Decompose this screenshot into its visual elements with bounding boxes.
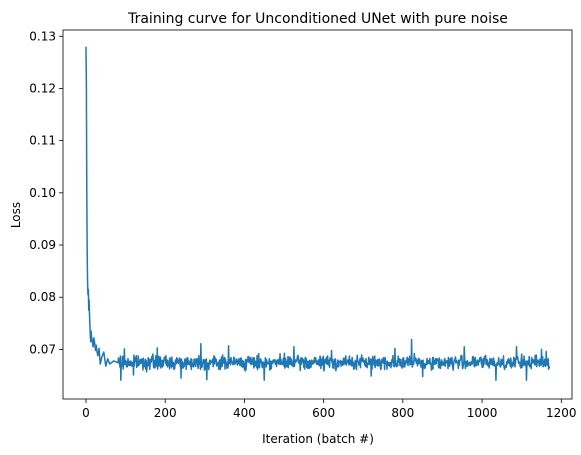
y-tick-label: 0.09: [29, 238, 56, 252]
x-tick-label: 600: [312, 406, 335, 420]
y-tick-label: 0.13: [29, 29, 56, 43]
x-tick-label: 200: [154, 406, 177, 420]
y-axis: 0.07 0.08 0.09 0.10 0.11 0.12 0.13: [29, 29, 63, 356]
x-tick-label: 1000: [467, 406, 498, 420]
plot-frame: [62, 29, 573, 400]
y-tick-label: 0.12: [29, 81, 56, 95]
x-tick-label: 800: [391, 406, 414, 420]
y-tick-label: 0.07: [29, 342, 56, 356]
y-tick-label: 0.08: [29, 290, 56, 304]
x-tick-label: 400: [233, 406, 256, 420]
chart-title: Training curve for Unconditioned UNet wi…: [127, 11, 508, 27]
y-tick-label: 0.11: [29, 134, 56, 148]
x-tick-label: 1200: [546, 406, 577, 420]
x-axis-label: Iteration (batch #): [262, 432, 374, 446]
x-axis: 0 200 400 600 800 1000 1200: [82, 399, 577, 420]
loss-series-line: [85, 46, 551, 381]
x-tick-label: 0: [82, 406, 90, 420]
plot-area: [85, 46, 551, 381]
y-axis-label: Loss: [9, 202, 23, 228]
y-tick-label: 0.10: [29, 186, 56, 200]
